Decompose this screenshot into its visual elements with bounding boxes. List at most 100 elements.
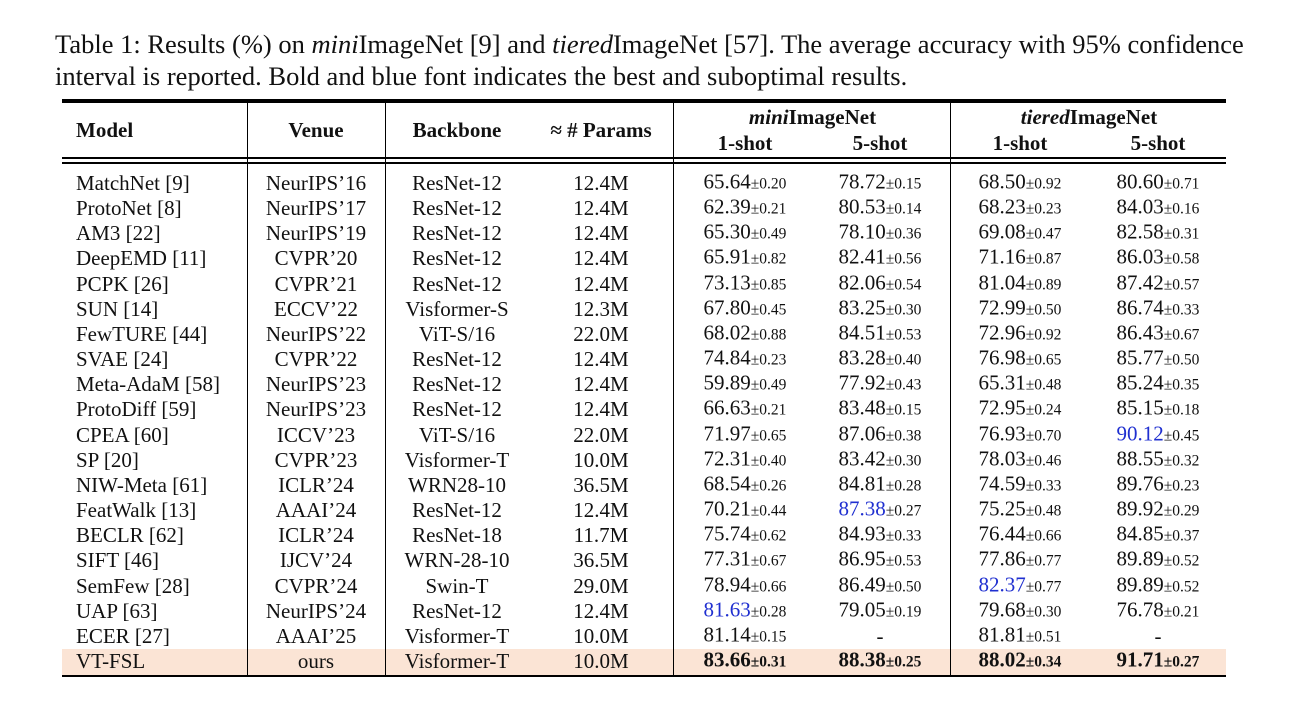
table-cell: 22.0M [573, 321, 629, 346]
table-cell: ResNet-12 [412, 498, 502, 523]
table-cell: 12.4M [573, 498, 629, 523]
result-cell: 59.89±0.49 [704, 371, 787, 398]
confidence-interval: ±0.67 [750, 552, 787, 570]
result-cell: 69.08±0.47 [979, 220, 1062, 247]
mean-value: 78.72 [838, 169, 886, 194]
table-cell: ResNet-12 [412, 171, 502, 195]
mean-value: 83.25 [838, 295, 886, 320]
table-cell: ResNet-12 [412, 221, 502, 246]
confidence-interval: ±0.62 [750, 527, 787, 545]
subcolumn-header: 5-shot [852, 131, 908, 155]
result-cell: 89.89±0.52 [1117, 572, 1200, 599]
table-cell: ECER [27] [76, 623, 170, 648]
table-cell: 12.4M [573, 372, 629, 397]
result-cell: 66.63±0.21 [704, 396, 787, 423]
table-cell: 11.7M [573, 523, 629, 548]
result-cell: 84.51±0.53 [839, 320, 922, 347]
mean-value: 86.74 [1116, 295, 1164, 320]
result-cell: 72.31±0.40 [704, 446, 787, 473]
mean-value: 68.54 [703, 471, 751, 496]
result-cell: 79.68±0.30 [979, 597, 1062, 624]
confidence-interval: ±0.50 [1163, 351, 1200, 369]
mean-value: 75.25 [978, 496, 1026, 521]
confidence-interval: ±0.27 [1163, 653, 1200, 671]
confidence-interval: ±0.53 [885, 326, 922, 344]
mean-value: 73.13 [703, 270, 751, 295]
table-cell: 29.0M [573, 573, 629, 598]
confidence-interval: ±0.77 [1025, 552, 1062, 570]
confidence-interval: ±0.23 [1025, 200, 1062, 218]
confidence-interval: ±0.48 [1025, 502, 1062, 520]
mean-value: 76.44 [978, 521, 1026, 546]
table-cell: ResNet-18 [412, 523, 502, 548]
table-cell: WRN28-10 [408, 472, 506, 497]
result-cell: 82.37±0.77 [979, 572, 1062, 599]
result-cell: 87.38±0.27 [839, 497, 922, 524]
table-cell: 10.0M [573, 649, 629, 674]
result-cell: 86.49±0.50 [839, 572, 922, 599]
rule [950, 103, 951, 676]
table-cell: CVPR’20 [274, 246, 358, 271]
result-cell: 88.38±0.25 [839, 648, 922, 675]
table-cell: Visformer-S [405, 296, 509, 321]
confidence-interval: ±0.34 [1025, 653, 1062, 671]
confidence-interval: ±0.49 [750, 376, 787, 394]
table-cell: SVAE [24] [76, 347, 169, 372]
confidence-interval: ±0.15 [750, 628, 787, 646]
confidence-interval: ±0.29 [1163, 502, 1200, 520]
confidence-interval: ±0.14 [885, 200, 922, 218]
result-cell: 65.30±0.49 [704, 220, 787, 247]
mean-value: 78.10 [838, 219, 886, 244]
table-cell: MatchNet [9] [76, 171, 190, 195]
result-cell: 74.84±0.23 [704, 346, 787, 373]
table-cell: SUN [14] [76, 296, 159, 321]
result-cell: - [877, 624, 884, 648]
table-cell: Swin-T [425, 573, 489, 598]
confidence-interval: ±0.70 [1025, 427, 1062, 445]
mean-value: 82.41 [838, 244, 886, 269]
table-cell: SIFT [46] [76, 548, 160, 573]
confidence-interval: ±0.21 [750, 401, 787, 419]
confidence-interval: ±0.15 [885, 175, 922, 193]
mean-value: 76.93 [978, 421, 1026, 446]
result-cell: 84.81±0.28 [839, 471, 922, 498]
mean-value: 68.23 [978, 194, 1026, 219]
result-cell: 65.31±0.48 [979, 371, 1062, 398]
confidence-interval: ±0.51 [1025, 628, 1062, 646]
result-cell: 75.74±0.62 [704, 522, 787, 549]
mean-value: 59.89 [703, 370, 751, 395]
table-cell: VT-FSL [76, 649, 146, 674]
result-cell: 85.24±0.35 [1117, 371, 1200, 398]
confidence-interval: ±0.28 [885, 477, 922, 495]
table-cell: 12.4M [573, 397, 629, 422]
result-cell: 88.02±0.34 [979, 648, 1062, 675]
mean-value: 65.30 [703, 219, 751, 244]
result-cell: 80.53±0.14 [839, 195, 922, 222]
rule [62, 162, 1226, 164]
rule [247, 103, 248, 676]
group-header: tieredImageNet [1021, 105, 1157, 129]
mean-value: 87.42 [1116, 270, 1164, 295]
mean-value: 75.74 [703, 521, 751, 546]
result-cell: 84.03±0.16 [1117, 195, 1200, 222]
mean-value: 68.50 [978, 169, 1026, 194]
result-cell: 70.21±0.44 [704, 497, 787, 524]
table-cell: NeurIPS’23 [265, 372, 367, 397]
table-cell: Meta-AdaM [58] [76, 372, 221, 397]
mean-value: 86.95 [838, 546, 886, 571]
mean-value: 72.95 [978, 395, 1026, 420]
confidence-interval: ±0.28 [750, 603, 787, 621]
result-cell: 83.48±0.15 [839, 396, 922, 423]
result-cell: 79.05±0.19 [839, 597, 922, 624]
mean-value: 91.71 [1116, 647, 1164, 672]
group-header-italic: mini [748, 105, 789, 129]
table-cell: ResNet-12 [412, 372, 502, 397]
mean-value: 87.06 [838, 421, 886, 446]
mean-value: 84.93 [838, 521, 886, 546]
result-cell: 89.89±0.52 [1117, 547, 1200, 574]
confidence-interval: ±0.36 [885, 225, 922, 243]
column-header: Model [76, 118, 134, 142]
mean-value: 65.64 [703, 169, 751, 194]
result-cell: 68.02±0.88 [704, 320, 787, 347]
table-cell: 10.0M [573, 447, 629, 472]
